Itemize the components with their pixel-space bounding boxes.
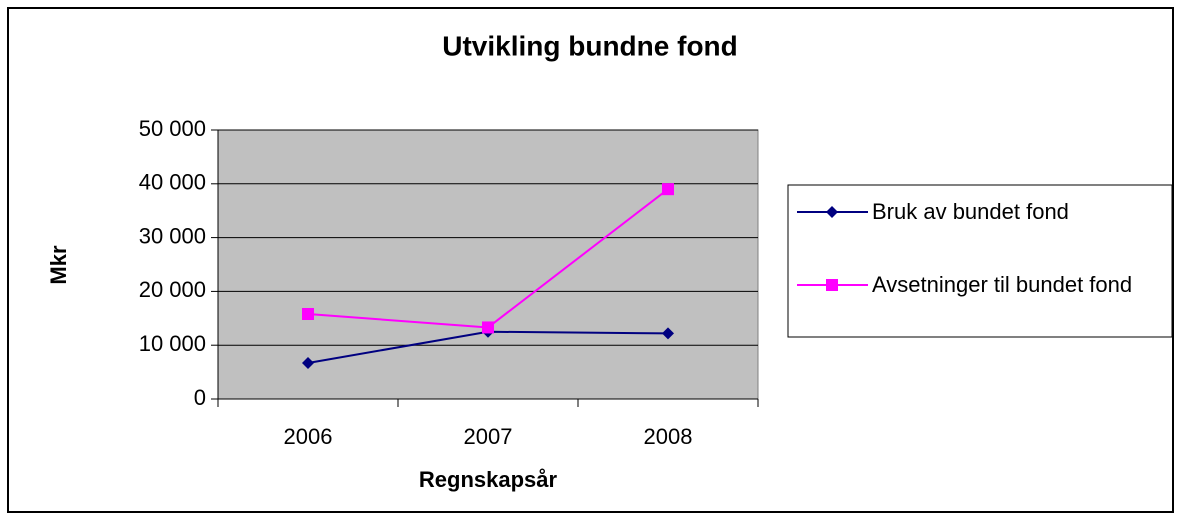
marker xyxy=(482,321,494,334)
x-axis-label: Regnskapsår xyxy=(419,467,558,492)
legend-label: Avsetninger til bundet fond xyxy=(872,272,1133,297)
marker xyxy=(302,356,314,369)
marker xyxy=(302,307,314,320)
y-tick-label: 40 000 xyxy=(139,170,206,195)
y-tick-label: 0 xyxy=(194,385,206,410)
chart-title: Utvikling bundne fond xyxy=(442,30,738,61)
marker xyxy=(662,183,674,196)
y-axis-label: Mkr xyxy=(46,245,71,285)
y-tick-label: 20 000 xyxy=(139,277,206,302)
marker xyxy=(662,327,674,340)
marker xyxy=(826,279,838,291)
legend-box xyxy=(787,184,1173,338)
marker xyxy=(826,206,838,218)
legend-label: Bruk av bundet fond xyxy=(872,199,1069,224)
x-tick-label: 2007 xyxy=(464,424,513,449)
y-tick-label: 30 000 xyxy=(139,223,206,248)
y-tick-label: 10 000 xyxy=(139,331,206,356)
y-tick-label: 50 000 xyxy=(139,116,206,141)
x-tick-label: 2008 xyxy=(644,424,693,449)
x-tick-label: 2006 xyxy=(284,424,333,449)
plot-area xyxy=(217,129,759,400)
